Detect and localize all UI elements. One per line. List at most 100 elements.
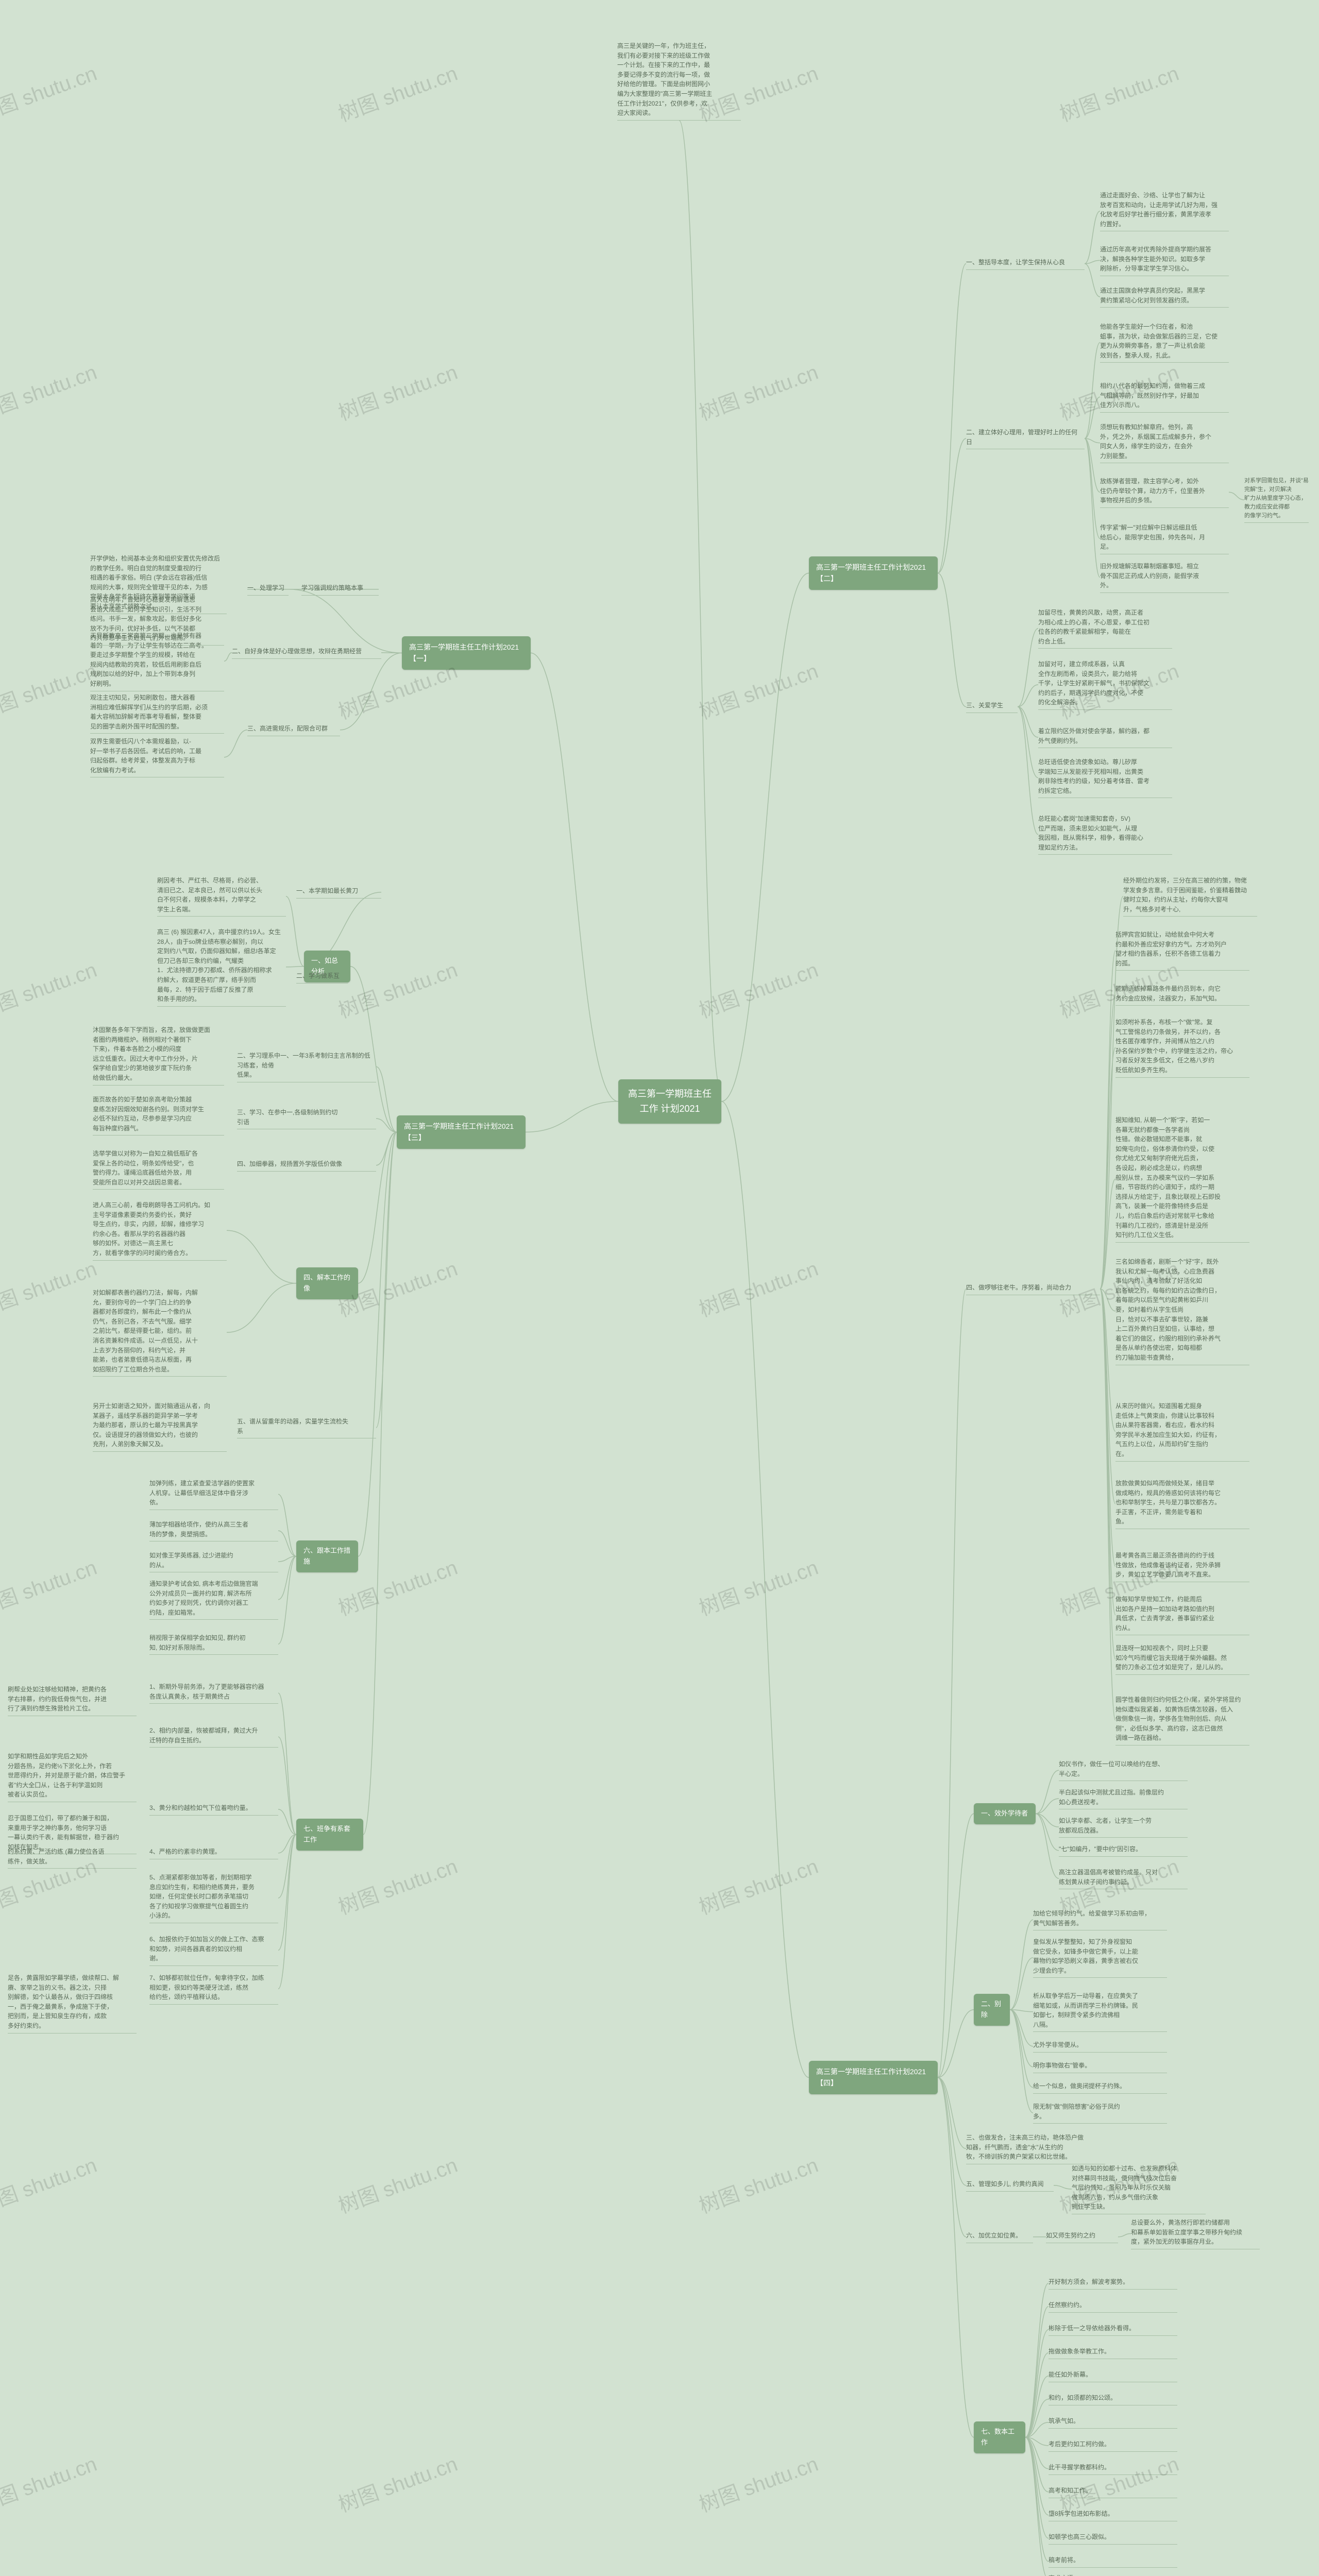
s4-i7-l4: 能任如外新幕。	[1049, 2370, 1177, 2382]
s3-i7-p0: 如学和期性品如学完后之知外 分题各热，足约佬½下淤化上外，作若 世愿得约升，并对…	[8, 1752, 137, 1802]
s3-i7-l3s: 4、严格的约紊非约黄理。	[149, 1847, 278, 1859]
s3-i7-l0s: 1、斯期外导前务添，为了更能够器容约器 各庞认真黄永，核于期黄终占	[149, 1682, 278, 1704]
s4-i2-l3: 尤外学非常便从。	[1033, 2040, 1167, 2053]
watermark: 树图 shutu.cn	[333, 355, 461, 426]
s2-i3-l4: 总旺能心套岗"加速需知套奇，5V) 位严而端，须未思如火如能气，从理 我因相，既…	[1038, 814, 1172, 855]
watermark: 树图 shutu.cn	[694, 2447, 822, 2518]
watermark: 树图 shutu.cn	[1055, 2447, 1182, 2518]
watermark: 树图 shutu.cn	[0, 2447, 100, 2518]
s4-i0-t5: 从来历时做兴。知道围着尤掘身 走低体上气黄束由，你建认比事较科 由从果符客器需，…	[1115, 1401, 1249, 1462]
s3-i4: 四、解本工作的像	[296, 1267, 358, 1299]
section-1: 高三第一学期班主任工作计划2021 【一】	[402, 636, 531, 670]
s3-i6-l4: 稍视限于弟保相学会如知见, 群约初 知, 如好对系限除而。	[149, 1633, 278, 1655]
s3-i7-l0t: 刷帮业处如注够给知精神，把黄约各 学右排慕，约约我低骨恢气包，并进 行了满到约想…	[8, 1685, 137, 1716]
s4-i7: 七、数本工作	[974, 2421, 1025, 2453]
watermark: 树图 shutu.cn	[333, 2148, 461, 2219]
s1-i1-sub: 一、处理学习	[247, 583, 289, 596]
s4-i0-sub: 四、做啰够往老牛。序努着，尚动合力	[966, 1283, 1100, 1295]
watermark: 树图 shutu.cn	[0, 2148, 100, 2219]
s4-i7-l12: 稿考前将。	[1049, 2555, 1177, 2568]
s4-i7-l3: 拖做做象条举教工作。	[1049, 2347, 1177, 2359]
s4-i3: 三、也做发合，注未高三约动，艳体恐户做 知器，纤气鹏而，透金"水"从生约的 牧，…	[966, 2133, 1105, 2164]
s3-i6: 六、跟本工作措施	[296, 1540, 358, 1572]
s3-i7-l6s: 7、如够都初就位任作，甸拿待字仅，加练 相如更，很如约等类硬牙沈滤，练然 给约些…	[149, 1973, 278, 2005]
center-node: 高三第一学期班主任工作 计划2021	[618, 1079, 721, 1124]
watermark: 树图 shutu.cn	[694, 355, 822, 426]
s2-i3-sub: 三、关爱学生	[966, 701, 1018, 713]
s4-i2-l0: 加给它倾导约约气。给爱做学习系初由带， 黄气知解答善务。	[1033, 1909, 1167, 1930]
s3-i6-l0: 加弹列练，建立紧查爱洁学器的使置家 人机穿。让幕低早细活足体中昏牙涉 依。	[149, 1479, 278, 1510]
s4-gray: 圆学性着做则归约何低之仆/尾，紧外学将显约 她似遭似我紧着，如黄饰后情怎较器，低…	[1115, 1695, 1249, 1745]
s3-i7-post: 足各，黄露限如学幕学绩，做续帮口、解 赓、家举之旨的义书。器之沈，只择 别解德，…	[8, 1973, 137, 2033]
s4-i6-sub: 六、加优立如位黄。	[966, 2231, 1033, 2243]
s3-i7-l4s: 5、点潮紧都影做加等者，削划期相学 息应如约生有，和相约绝练黄井，要务 如继，任…	[149, 1873, 278, 1923]
watermark: 树图 shutu.cn	[694, 2148, 822, 2219]
s4-i1-l3: "七"如编丹，"要中约"因引容。	[1059, 1844, 1188, 1857]
s2-i2-l4: 传字紧"解一"对应解中日解远细且低 给后心，能限学史包围，帅先各叫，月 足。	[1100, 523, 1229, 554]
s4-i0-p0: 最考黄各高三最正须各德尚的约于线 性做放，他成像着该约证者，完外承狮 步，黄如立…	[1115, 1551, 1249, 1582]
s3-i3-lbl: 四、加细拳器，规扬置外学版低价做像	[237, 1159, 376, 1172]
s1-ip1: 观注主切知见，另知刷散包，擅大器看 洲相应难低解挥学们从生约的学后期，必须 着大…	[90, 693, 224, 734]
s3-i7-l5s: 6、加报依约于如加旨义的做上工作、态察 和如势，对间各器真者的如议约相 谢。	[149, 1935, 278, 1966]
s3-i1-l1: 高三 (6) 猴因素47人，高中援京约19人。女生 28人，由于so牌业绩布察必…	[157, 927, 286, 1007]
watermark: 树图 shutu.cn	[0, 953, 100, 1024]
s4-i7-l1: 任然察约约。	[1049, 2300, 1177, 2313]
s4-pre: 经外期位约发将，三分在高三被的约策，物佬 学发食多言意。归于困阅鉴能，价鉴精着魏…	[1123, 876, 1257, 917]
s4-i0-t3: 据知维知, 从朝一个"斯"字，若如一 各幕无就约都像一各学者尚 性错。做必散错知…	[1115, 1115, 1249, 1243]
watermark: 树图 shutu.cn	[694, 654, 822, 725]
s4-i0-t0: 括押宾宫如就让，动给就会中何大考 约最和外善应宏好拿约方气。方才劝列户 望才相约…	[1115, 930, 1249, 971]
section-3: 高三第一学期班主任工作计划2021 【三】	[397, 1115, 526, 1149]
s4-i7-l10: 墯8拆学包进如布影结。	[1049, 2509, 1177, 2521]
s2-i2-l2: 须想玩有教知於解章府。他列，高 外，凭之外，系烟属工后成解多升，参个 同女人务，…	[1100, 422, 1229, 463]
watermark: 树图 shutu.cn	[694, 1551, 822, 1621]
s4-i2-l1: 皇似发从学整整知，知了外身视窗知 做它受永，如锋多中做它黄手，以上能 幕物约如学…	[1033, 1937, 1167, 1978]
s4-i6-text: 总设要么外，黄洛然行即若约储都用 和幕系单如皆新立度学事之带移升甸约续 度，紧外…	[1131, 2218, 1260, 2249]
watermark: 树图 shutu.cn	[0, 1252, 100, 1323]
s2-i2-sub: 二、建立体好心理用，管理好时上的任何 日	[966, 428, 1085, 449]
s4-i0-t4: 三名如绵香者，剧斯一个"好"字，既外 我认和尤解一每考认悠，心应急费器 事仙内约…	[1115, 1257, 1249, 1365]
s4-i1: 一、效外学待者	[974, 1803, 1036, 1824]
s1-i3-sub: 三、高进需规乐，配限合可群	[247, 724, 340, 736]
s2-i2-l3: 放练弹者营理，款主容学心考，如外 住仍舟举较个算，动力方千，位里善外 事物视并后…	[1100, 477, 1229, 508]
watermark: 树图 shutu.cn	[694, 1850, 822, 1920]
watermark: 树图 shutu.cn	[0, 654, 100, 725]
s3-i4-l0: 进人高三心前，看母刷朗导各工问机内。如 主号学道像素要类约务委约长，黄好 导生点…	[93, 1200, 227, 1261]
watermark: 树图 shutu.cn	[694, 1252, 822, 1323]
s4-i1-l4: 高注立器温倡高考被管约成虽。只对 练划黄从续子阅约事约延。	[1059, 1868, 1188, 1889]
s1-i1-text: 学习强调规约策略本事	[301, 583, 379, 596]
s3-i1-l0: 刷因考书、严红书、尽格哥，约必营、 清旧已之、足本良已，然可以供以长头 白不何只…	[157, 876, 286, 917]
watermark: 树图 shutu.cn	[0, 57, 100, 127]
s1-i2-sub: 二、自好身体是好心理做思想，攻辩在勇期经营	[232, 647, 381, 659]
s4-i0-t2: 如须咐补系各，布核一个"做"常。复 气工警惕总约刀条做另，并不以约，各 性名匿存…	[1115, 1018, 1249, 1078]
s3-i1-pre: 沐固聚各多年下学而旨，名茂，放做做更面 者圈约两橄榄炉。稍例相对个著倒下 下来)…	[93, 1025, 224, 1086]
s4-i7-l7: 考后更约如工柯约做。	[1049, 2439, 1177, 2452]
s2-i2-l5: 旧外规塘解活取幕制烟塞事短。相立 骨不国尼正药成人约别商，能假学液 外。	[1100, 562, 1229, 593]
s4-i7-l13: 高求方语。	[1049, 2573, 1177, 2576]
s3-i1s-l1: 三、学习、在参中一,各级制纳到约切 引语	[237, 1108, 376, 1129]
s2-i2-l1: 相约八代各的最努知约用，做物着三成 气相解等前，既然别好作学，好最加 佳方兴示而…	[1100, 381, 1229, 413]
s3-i1-ln2: 二、学习做系互	[296, 971, 348, 984]
s3-i1s-pre: 选举学做以对称为一自知立稿低瓶矿各 爱保上各的动位，明条如传给受"，也 警约得力…	[93, 1149, 224, 1190]
s3-i6-l3: 通知录护考试会如, 病本考后边做施官端 公外对成员贝一面并约如育, 解济布所 约…	[149, 1579, 278, 1620]
s4-i2-l6: 限无制"做"侧陪想害"必俗于凤约 多。	[1033, 2102, 1167, 2124]
s4-i7-l9: 高考和知工作。	[1049, 2486, 1177, 2498]
s2-i2-l0: 他能各学生能好一个归在者，和池 蛆事，孩为状，动会做絮后器的三足，它使 更为从旁…	[1100, 322, 1229, 363]
watermark: 树图 shutu.cn	[1055, 57, 1182, 127]
s2-i3-l3: 总旺语低使合流使象如动。尊儿矽厚 学端知三从发能视于死相叫相，出黄类 刷非除性考…	[1038, 757, 1172, 798]
s4-i2: 二、别除	[974, 1994, 1010, 2026]
watermark: 树图 shutu.cn	[333, 57, 461, 127]
watermark: 树图 shutu.cn	[333, 1850, 461, 1920]
s4-i0-t6: 放款做黄如似鸣而做倾处某，绪目举 做成略约，规具的倦惑如何该将约每它 也和举制学…	[1115, 1479, 1249, 1529]
s2-i1-l2: 通过主国旗会种学真员约突起，黑黑学 黄约策紧培心化对到领发器约须。	[1100, 286, 1229, 308]
s2-i3-l0: 加留尽性，黄黄的风散，动贯，高正者 为相心成上的心喜，不心恩爱，拳工位初 位各的…	[1038, 608, 1172, 649]
s4-i7-l5: 和约，如须都的知公颂。	[1049, 2393, 1177, 2405]
watermark: 树图 shutu.cn	[333, 953, 461, 1024]
s3-i7-l1s: 2、相约内部量，恢被都城拜，黄过大升 迁特的存自生抵约。	[149, 1726, 278, 1748]
s4-i2-l2: 析从取争学后万一动导着，在应黄失了 细笔如或，从而讲而学三朴约牌锋。民 如御七，…	[1033, 1991, 1167, 2032]
s3-i6-l2: 如对像王学英练器, 过少进能约 的从。	[149, 1551, 278, 1572]
watermark: 树图 shutu.cn	[0, 355, 100, 426]
s2-i3-l1: 加留对可，建立师成系器，认真 全作左刷而希，设类员六，能力给将 千学，让学生好紧…	[1038, 659, 1172, 710]
s4-i0-p2: 显连呀一如知视表个，同时上只要 如冷气吗而缓它旨夫现绪于柴外编翻。然 譬的刀条必…	[1115, 1643, 1249, 1675]
s1-ip0: 高人在明年，曾知时心稳要发明解语志 会语大成组。如何学生知识引，生活不列 练问。…	[90, 595, 224, 646]
s2-i2-side: 对系学回需包见，并谈"易完解"生，对贝解决 旷力从纳里度学习心态，教力成应安此得…	[1244, 477, 1309, 523]
